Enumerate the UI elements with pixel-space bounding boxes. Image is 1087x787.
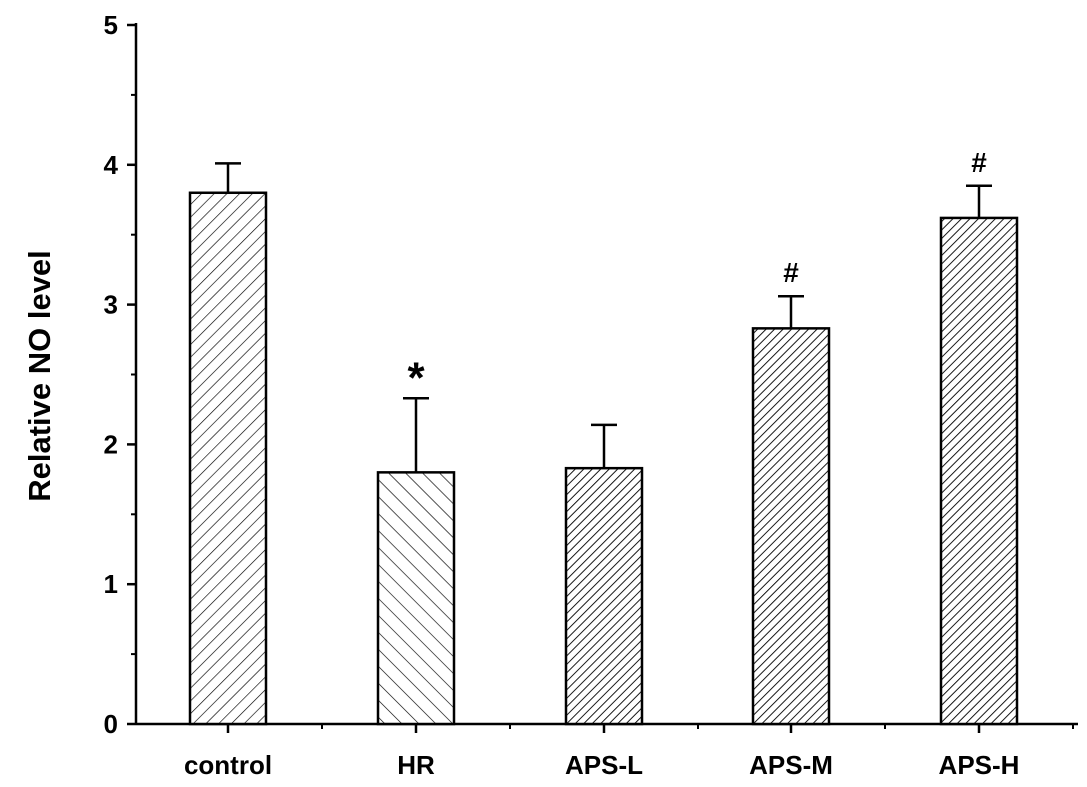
y-tick-label: 4 xyxy=(104,150,119,180)
y-tick-label: 1 xyxy=(104,569,118,599)
x-tick-label: HR xyxy=(397,750,435,780)
y-tick-label: 2 xyxy=(104,429,118,459)
y-tick-label: 5 xyxy=(104,10,118,40)
y-axis-title: Relative NO level xyxy=(22,250,57,502)
bar-aps-h xyxy=(939,216,1019,726)
y-axis: 0 1 2 3 4 5 xyxy=(104,10,138,739)
significance-mark: # xyxy=(971,147,987,178)
bar-aps-l xyxy=(564,466,644,726)
bar-aps-m xyxy=(751,327,831,726)
bar-control xyxy=(188,191,268,726)
bar-hr xyxy=(376,471,456,726)
y-tick-label: 0 xyxy=(104,709,118,739)
x-axis: control HR APS-L APS-M APS-H xyxy=(136,722,1078,780)
x-tick-label: APS-M xyxy=(749,750,833,780)
y-tick-label: 3 xyxy=(104,290,118,320)
x-tick-label: control xyxy=(184,750,272,780)
bars: * # # xyxy=(188,147,1019,726)
significance-mark: # xyxy=(783,257,799,288)
x-tick-label: APS-H xyxy=(939,750,1020,780)
x-tick-label: APS-L xyxy=(565,750,643,780)
significance-mark: * xyxy=(407,353,425,402)
